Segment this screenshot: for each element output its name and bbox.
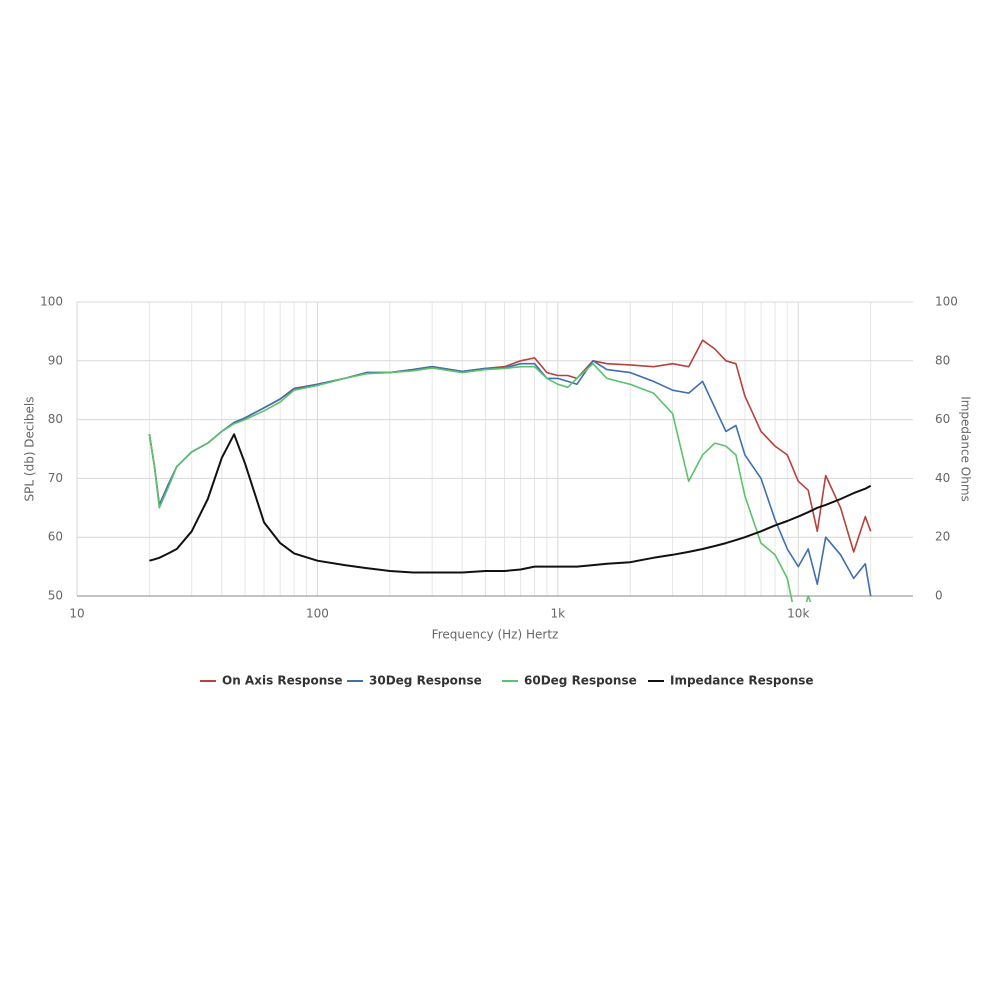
x-tick-label: 100 xyxy=(306,607,329,621)
plot-area xyxy=(148,339,872,602)
y2-axis-title: Impedance Ohms xyxy=(959,396,973,502)
y-tick-label: 90 xyxy=(48,353,63,367)
y-tick-label: 80 xyxy=(48,412,63,426)
y2-tick-label: 60 xyxy=(935,412,950,426)
y2-tick-label: 20 xyxy=(935,530,950,544)
y-axis-title: SPL (db) Decibels xyxy=(23,397,37,502)
x-axis-title: Frequency (Hz) Hertz xyxy=(432,628,559,642)
legend-label: 30Deg Response xyxy=(369,674,482,688)
series-line xyxy=(149,433,872,574)
legend-label: 60Deg Response xyxy=(524,674,637,688)
x-tick-label: 1k xyxy=(551,607,566,621)
series-line xyxy=(148,339,872,553)
series-line xyxy=(148,362,812,602)
y-tick-label: 70 xyxy=(48,471,63,485)
y2-tick-label: 100 xyxy=(935,295,958,309)
y2-tick-label: 40 xyxy=(935,471,950,485)
x-tick-label: 10k xyxy=(787,607,809,621)
y-tick-label: 100 xyxy=(40,295,63,309)
y2-tick-label: 0 xyxy=(935,589,943,603)
y2-tick-label: 80 xyxy=(935,353,950,367)
legend-label: Impedance Response xyxy=(670,674,814,688)
x-tick-label: 10 xyxy=(69,607,84,621)
series-line xyxy=(148,360,872,597)
legend-label: On Axis Response xyxy=(222,674,343,688)
y-tick-label: 60 xyxy=(48,530,63,544)
y-tick-label: 50 xyxy=(48,589,63,603)
legend: On Axis Response 30Deg Response 60Deg Resp… xyxy=(200,674,814,688)
